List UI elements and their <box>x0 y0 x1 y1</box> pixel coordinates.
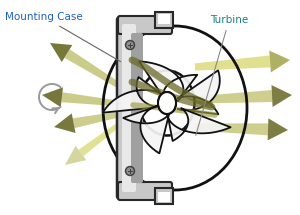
Polygon shape <box>65 146 86 165</box>
Polygon shape <box>42 87 63 107</box>
Circle shape <box>125 166 134 175</box>
Text: Turbine: Turbine <box>196 15 248 135</box>
Circle shape <box>125 40 134 49</box>
Polygon shape <box>272 85 292 107</box>
Polygon shape <box>195 90 272 104</box>
Polygon shape <box>167 108 231 141</box>
Polygon shape <box>103 77 167 113</box>
FancyBboxPatch shape <box>118 16 172 34</box>
Polygon shape <box>195 55 271 71</box>
FancyBboxPatch shape <box>131 33 143 183</box>
Polygon shape <box>195 123 268 135</box>
FancyBboxPatch shape <box>155 12 173 28</box>
Polygon shape <box>139 61 197 101</box>
FancyBboxPatch shape <box>155 188 173 204</box>
FancyBboxPatch shape <box>117 17 141 199</box>
Polygon shape <box>79 123 119 156</box>
Circle shape <box>127 42 133 48</box>
FancyBboxPatch shape <box>122 24 136 192</box>
Circle shape <box>127 168 133 174</box>
Polygon shape <box>73 112 117 128</box>
Polygon shape <box>123 105 169 153</box>
Polygon shape <box>178 70 220 114</box>
Polygon shape <box>268 118 288 140</box>
Ellipse shape <box>158 92 176 114</box>
Polygon shape <box>54 113 76 133</box>
Polygon shape <box>61 92 114 106</box>
Text: Mounting Case: Mounting Case <box>5 12 121 62</box>
Ellipse shape <box>158 92 176 114</box>
FancyBboxPatch shape <box>118 182 172 200</box>
Polygon shape <box>64 49 120 88</box>
FancyBboxPatch shape <box>158 14 170 24</box>
Polygon shape <box>50 43 72 62</box>
FancyBboxPatch shape <box>158 192 170 202</box>
Polygon shape <box>269 51 290 72</box>
